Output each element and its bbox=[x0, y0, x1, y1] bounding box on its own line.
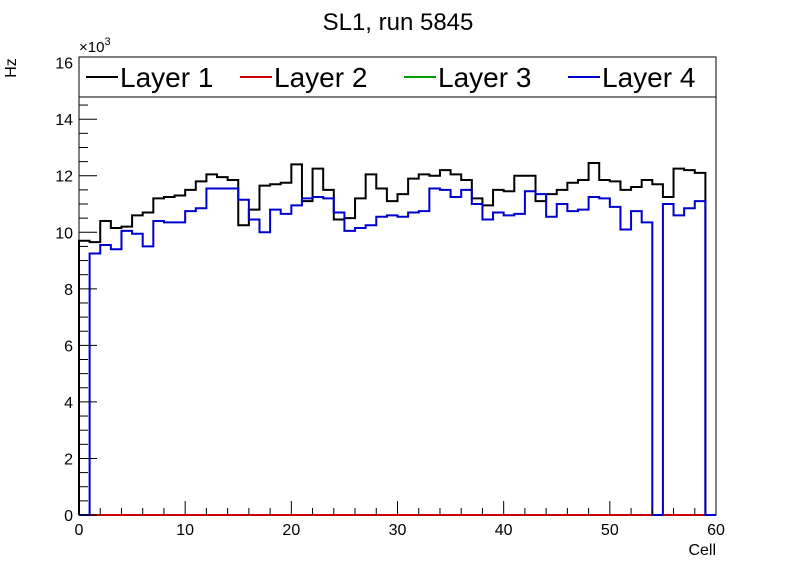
x-tick-label: 0 bbox=[75, 522, 84, 539]
y-tick-label: 12 bbox=[55, 169, 73, 186]
chart-title: SL1, run 5845 bbox=[323, 9, 474, 36]
x-tick-label: 30 bbox=[389, 522, 407, 539]
plot-frame bbox=[78, 56, 717, 516]
y-tick-label: 4 bbox=[64, 395, 73, 412]
legend: Layer 1 Layer 2 Layer 3 Layer 4 bbox=[78, 56, 717, 98]
legend-label: Layer 1 bbox=[120, 62, 213, 93]
y-axis-label: Hz bbox=[3, 58, 20, 78]
y-multiplier: ×103 bbox=[79, 36, 111, 56]
x-tick-label: 40 bbox=[495, 522, 513, 539]
legend-label: Layer 3 bbox=[438, 62, 531, 93]
y-tick-label: 10 bbox=[55, 225, 73, 242]
legend-label: Layer 2 bbox=[274, 62, 367, 93]
legend-box bbox=[78, 56, 717, 98]
x-axis-label: Cell bbox=[688, 542, 716, 559]
series-line-layer-1 bbox=[78, 162, 716, 516]
y-tick-label: 14 bbox=[55, 112, 73, 129]
y-tick-label: 6 bbox=[64, 338, 73, 355]
y-tick-label: 2 bbox=[64, 451, 73, 468]
legend-label: Layer 4 bbox=[602, 62, 695, 93]
x-tick-label: 60 bbox=[707, 522, 725, 539]
x-tick-label: 20 bbox=[282, 522, 300, 539]
y-tick-label: 16 bbox=[55, 56, 73, 73]
x-tick-label: 10 bbox=[176, 522, 194, 539]
y-tick-label: 8 bbox=[64, 282, 73, 299]
axis-group: 0 10 20 30 40 50 60 0 2 4 6 8 10 12 14 16 bbox=[55, 56, 725, 539]
series-line-layer-4 bbox=[79, 187, 716, 516]
x-tick-label: 50 bbox=[601, 522, 619, 539]
legend-items: Layer 1 Layer 2 Layer 3 Layer 4 bbox=[86, 62, 695, 93]
y-tick-label: 0 bbox=[64, 508, 73, 525]
